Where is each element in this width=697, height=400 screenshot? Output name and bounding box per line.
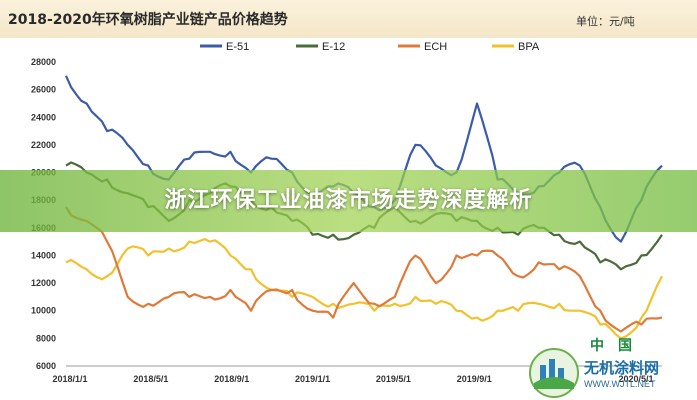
y-tick-label: 12000 xyxy=(31,278,56,288)
legend-label: E-51 xyxy=(226,41,249,53)
x-tick-label: 2019/5/1 xyxy=(376,374,411,384)
watermark-name: 无机涂料网 xyxy=(584,359,660,377)
y-tick-label: 22000 xyxy=(31,140,56,150)
watermark-logo xyxy=(529,348,579,398)
series-line-ech xyxy=(65,206,663,333)
overlay-banner xyxy=(0,170,697,232)
y-tick-label: 28000 xyxy=(31,57,56,67)
chart-title: 2018-2020年环氧树脂产业链产品价格趋势 xyxy=(8,12,288,28)
x-tick-label: 2018/1/1 xyxy=(52,374,87,384)
unit-label: 单位：元/吨 xyxy=(576,15,635,28)
y-tick-label: 24000 xyxy=(31,112,56,122)
x-tick-label: 2020/5/1 xyxy=(618,374,653,384)
banner-title: 浙江环保工业油漆市场走势深度解析 xyxy=(164,188,533,213)
x-tick-label: 2019/9/1 xyxy=(457,374,492,384)
y-tick-label: 6000 xyxy=(36,361,56,371)
legend-label: BPA xyxy=(518,41,540,53)
title-bar xyxy=(0,0,697,38)
x-tick-label: 2018/9/1 xyxy=(214,374,249,384)
legend-label: ECH xyxy=(424,41,447,53)
y-tick-label: 14000 xyxy=(31,250,56,260)
watermark-cn: 中国 xyxy=(590,338,646,354)
x-tick-label: 2018/5/1 xyxy=(133,374,168,384)
series-line-bpa xyxy=(65,238,663,340)
y-tick-label: 8000 xyxy=(36,333,56,343)
legend-label: E-12 xyxy=(322,41,345,53)
x-tick-label: 2019/1/1 xyxy=(295,374,330,384)
y-tick-label: 10000 xyxy=(31,306,56,316)
watermark-url: WWW.WJTL.NET xyxy=(584,379,656,389)
y-tick-label: 26000 xyxy=(31,85,56,95)
